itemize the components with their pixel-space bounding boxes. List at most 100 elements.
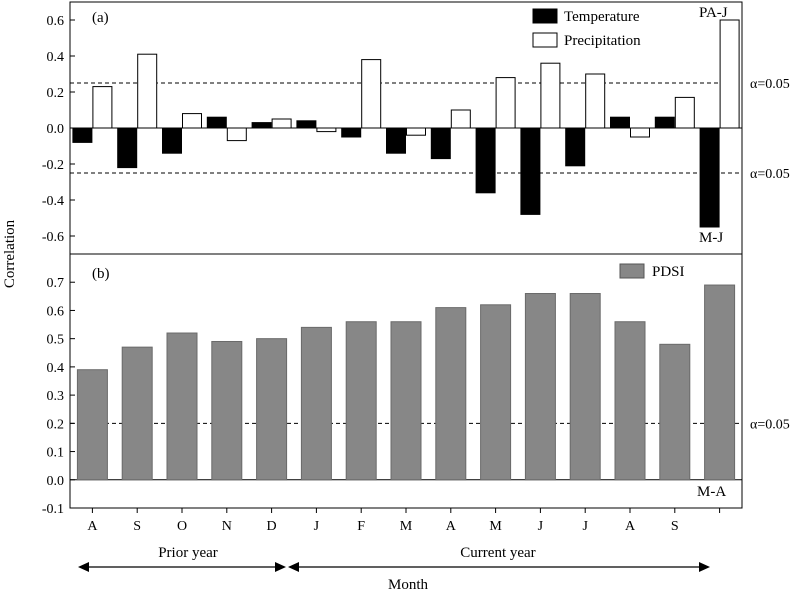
legend-label-temperature: Temperature — [564, 9, 640, 25]
bar-precipitation — [406, 127, 426, 136]
bar-pdsi — [435, 307, 467, 481]
y-tick-label: 0.2 — [47, 417, 65, 432]
bar-precipitation — [630, 127, 650, 138]
panel-b-lower-season-label: M-A — [697, 484, 726, 500]
prior-year-arrow-right — [275, 562, 286, 572]
bar-temperature — [430, 127, 451, 160]
bar-precipitation — [540, 62, 561, 129]
x-tick-label: D — [267, 519, 277, 534]
y-tick-label: 0.4 — [47, 361, 65, 376]
bar-pdsi — [166, 332, 198, 481]
bar-temperature — [117, 127, 138, 169]
panel-a-significance-lines: α=0.05 α=0.05 — [70, 77, 790, 182]
bar-pdsi — [300, 326, 332, 481]
bar-temperature — [520, 127, 541, 215]
bar-pdsi — [76, 369, 108, 481]
legend-swatch-temperature — [532, 8, 558, 24]
bar-temperature — [565, 127, 586, 167]
bar-precipitation — [450, 109, 471, 129]
bar-pdsi — [704, 284, 736, 481]
x-tick-label: S — [133, 519, 141, 534]
panel-a-bars — [72, 19, 740, 228]
y-tick-label: -0.2 — [42, 158, 64, 173]
bar-temperature — [610, 116, 630, 129]
panel-b: α=0.05 -0.10.00.10.20.30.40.50.60.7 (b) … — [42, 253, 790, 517]
y-tick-label: 0.7 — [47, 276, 65, 291]
panel-a-y-ticks: -0.6 -0.4 -0.2 0.0 0.2 0.4 0.6 — [42, 14, 75, 245]
current-year-label: Current year — [460, 545, 535, 561]
bar-temperature — [475, 127, 496, 194]
bar-temperature — [72, 127, 93, 143]
x-tick-label: J — [314, 519, 320, 534]
bar-precipitation — [226, 127, 247, 142]
bar-precipitation — [271, 118, 292, 129]
bar-temperature — [699, 127, 720, 228]
x-tick-label: N — [222, 519, 232, 534]
legend-swatch-precipitation — [532, 32, 558, 48]
x-tick-label: F — [357, 519, 365, 534]
bar-temperature — [296, 120, 317, 129]
bar-precipitation — [495, 77, 516, 129]
y-tick-label: 0.1 — [47, 446, 65, 461]
legend-label-precipitation: Precipitation — [564, 33, 641, 49]
y-tick-label: 0.0 — [47, 474, 65, 489]
y-tick-label: -0.1 — [42, 502, 64, 517]
bar-temperature — [162, 127, 182, 154]
bar-pdsi — [524, 293, 556, 481]
year-brackets: Prior year Current year Month — [78, 545, 710, 593]
bar-temperature — [206, 116, 227, 129]
bar-temperature — [251, 122, 272, 129]
panel-a-tag: (a) — [92, 10, 109, 26]
bar-precipitation — [316, 127, 337, 133]
bar-precipitation — [719, 19, 740, 129]
panel-b-bars — [76, 284, 736, 481]
y-tick-label: 0.4 — [47, 50, 65, 65]
significance-label: α=0.05 — [750, 417, 790, 432]
bar-precipitation — [361, 59, 382, 129]
legend-swatch-pdsi — [619, 263, 645, 279]
bar-precipitation — [585, 73, 606, 129]
bar-pdsi — [390, 321, 422, 481]
y-tick-label: 0.5 — [47, 333, 65, 348]
bar-precipitation — [674, 96, 695, 129]
y-tick-label: 0.6 — [47, 304, 65, 319]
panel-b-y-ticks: -0.1 0.0 0.1 0.2 0.3 0.4 0.5 0.6 0.7 — [42, 276, 75, 517]
y-tick-label: 0.3 — [47, 389, 65, 404]
bar-pdsi — [256, 338, 288, 481]
x-axis-title: Month — [388, 577, 429, 593]
y-tick-label: -0.4 — [42, 194, 64, 209]
x-tick-label: M — [489, 519, 502, 534]
panel-b-tag: (b) — [92, 266, 110, 282]
x-tick-label: S — [671, 519, 679, 534]
panel-a-upper-season-label: PA-J — [699, 5, 728, 21]
y-tick-label: 0.0 — [47, 122, 65, 137]
bar-pdsi — [614, 321, 646, 481]
bar-pdsi — [480, 304, 512, 481]
x-tick-label: O — [177, 519, 187, 534]
current-year-arrow-right — [699, 562, 710, 572]
prior-year-label: Prior year — [158, 545, 218, 561]
current-year-arrow-left — [288, 562, 299, 572]
significance-label: α=0.05 — [750, 167, 790, 182]
bar-pdsi — [211, 340, 243, 481]
y-tick-label: 0.6 — [47, 14, 65, 29]
bar-temperature — [654, 116, 675, 129]
significance-label: α=0.05 — [750, 77, 790, 92]
y-tick-label: -0.6 — [42, 230, 64, 245]
y-tick-label: 0.2 — [47, 86, 65, 101]
bar-pdsi — [345, 321, 377, 481]
x-tick-label: J — [582, 519, 588, 534]
panel-a-legend: Temperature Precipitation — [532, 8, 641, 49]
x-tick-label: A — [625, 519, 636, 534]
x-tick-label: J — [538, 519, 544, 534]
bar-temperature — [386, 127, 406, 154]
y-axis-title: Correlation — [2, 219, 18, 288]
bar-pdsi — [659, 343, 691, 481]
bar-precipitation — [137, 53, 158, 129]
bar-temperature — [341, 127, 362, 138]
x-tick-label: A — [446, 519, 457, 534]
bar-precipitation — [92, 86, 113, 129]
bar-pdsi — [569, 293, 601, 481]
